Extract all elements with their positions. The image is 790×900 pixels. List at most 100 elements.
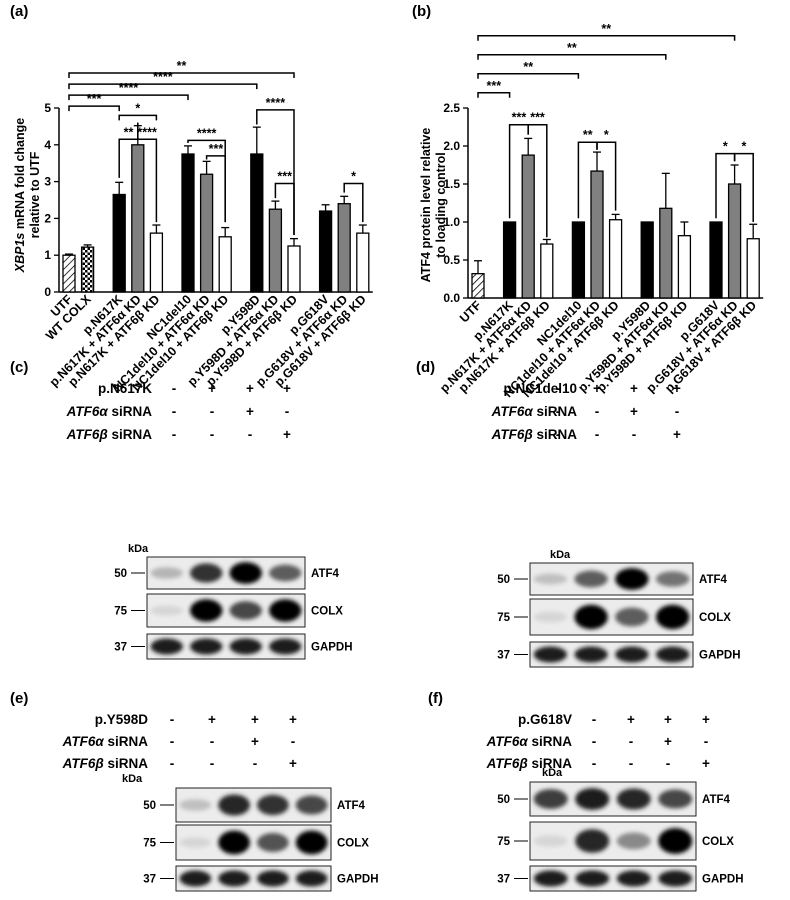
marker-label: 50 [497,794,510,806]
protein-label: COLX [699,612,731,624]
treatment-sign: + [664,712,672,727]
significance-label: *** [209,142,224,156]
blot-band [655,604,690,630]
bar [590,170,604,299]
sirna-label: siRNA [533,427,578,442]
significance-bracket [733,152,754,222]
treatment-sign: + [664,734,672,749]
marker-label: 37 [497,874,510,886]
y-tick-label: 3 [44,175,51,189]
significance-bracket [205,155,226,223]
chart-b-ylabel: ATF4 protein level relative [419,128,433,283]
blot-band [658,828,693,854]
significance-label: ** [523,60,533,74]
blot-band [658,870,693,887]
blot-band [218,870,251,887]
sirna-label: siRNA [533,404,578,419]
y-tick-label: 1.5 [443,177,460,191]
blot-band [190,599,223,622]
significance-label: **** [137,125,157,139]
blot-band [150,638,183,655]
treatment-sign: - [210,734,215,749]
significance-bracket [137,122,158,223]
gene-name: ATF6β [486,756,528,771]
significance-label: ** [177,59,187,73]
sirna-label: siRNA [104,756,149,771]
treatment-sign: - [595,404,600,419]
treatment-sign: - [704,734,709,749]
blot-band [533,789,568,809]
bar [218,236,232,293]
blot-band [616,832,651,850]
significance-bracket [274,182,295,235]
treatment-sign: + [251,734,259,749]
bar [287,245,301,293]
blot-band [575,788,610,810]
marker-label: 75 [497,612,510,624]
marker-label: 37 [497,650,510,662]
treatment-sign: + [630,404,638,419]
significance-bracket [68,72,295,79]
significance-label: * [351,169,356,183]
bar [502,221,517,299]
treatment-label: ATF6β siRNA [66,427,153,442]
y-tick-label: 2.5 [443,101,460,115]
sirna-label: siRNA [528,756,573,771]
significance-label: ** [583,128,593,142]
significance-label: * [604,128,609,142]
panel-label-a: (a) [10,3,28,20]
bar [521,154,535,299]
significance-label: ** [601,22,611,36]
chart-a-ylabel-line2: relative to UTF [28,151,42,238]
treatment-sign: - [592,712,597,727]
treatment-sign: - [285,404,290,419]
significance-label: **** [119,81,139,95]
blot-band [615,646,649,663]
y-tick-label: 4 [44,138,51,152]
blot-band [295,795,328,815]
bar [199,173,214,293]
treatment-sign: - [666,756,671,771]
panel-label-b: (b) [412,3,431,20]
blot-panel-e: (e) p.Y598D - + + + ATF6α siRNA - - + - ATF6β siRNA… [10,690,379,892]
treatment-sign: - [556,381,561,396]
gene-name: ATF6α [62,734,105,749]
blot-band [295,870,328,887]
blot-band [218,794,251,816]
marker-label: 75 [143,838,156,850]
treatment-sign: + [702,756,710,771]
marker-label: 37 [114,642,127,654]
significance-label: *** [87,92,102,106]
treatment-sign: + [702,712,710,727]
significance-bracket [477,92,511,98]
significance-bracket [477,73,580,79]
significance-bracket [118,114,158,121]
blot-strip [529,562,694,596]
bar [80,246,95,293]
y-tick-label: 0.0 [443,291,460,305]
protein-label: ATF4 [699,574,728,586]
treatment-sign: - [629,734,634,749]
treatment-sign: - [592,734,597,749]
gene-name: ATF6β [491,427,533,442]
blot-band [229,562,262,584]
treatment-sign: + [208,712,216,727]
panel-label: (e) [10,690,28,707]
treatment-sign: + [283,381,291,396]
treatment-sign: - [210,756,215,771]
marker-label: 75 [497,836,510,848]
significance-label: *** [487,79,502,93]
significance-bracket [256,109,295,235]
blot-band [179,799,212,811]
blot-band [256,833,289,852]
significance-label: * [741,140,746,154]
blot-band [269,564,302,582]
treatment-sign: - [170,756,175,771]
treatment-sign: + [246,404,254,419]
blot-band [533,835,568,847]
bar [571,221,586,299]
treatment-sign: - [210,404,215,419]
treatment-sign: - [291,734,296,749]
protein-label: GAPDH [337,874,379,886]
treatment-sign: - [172,404,177,419]
